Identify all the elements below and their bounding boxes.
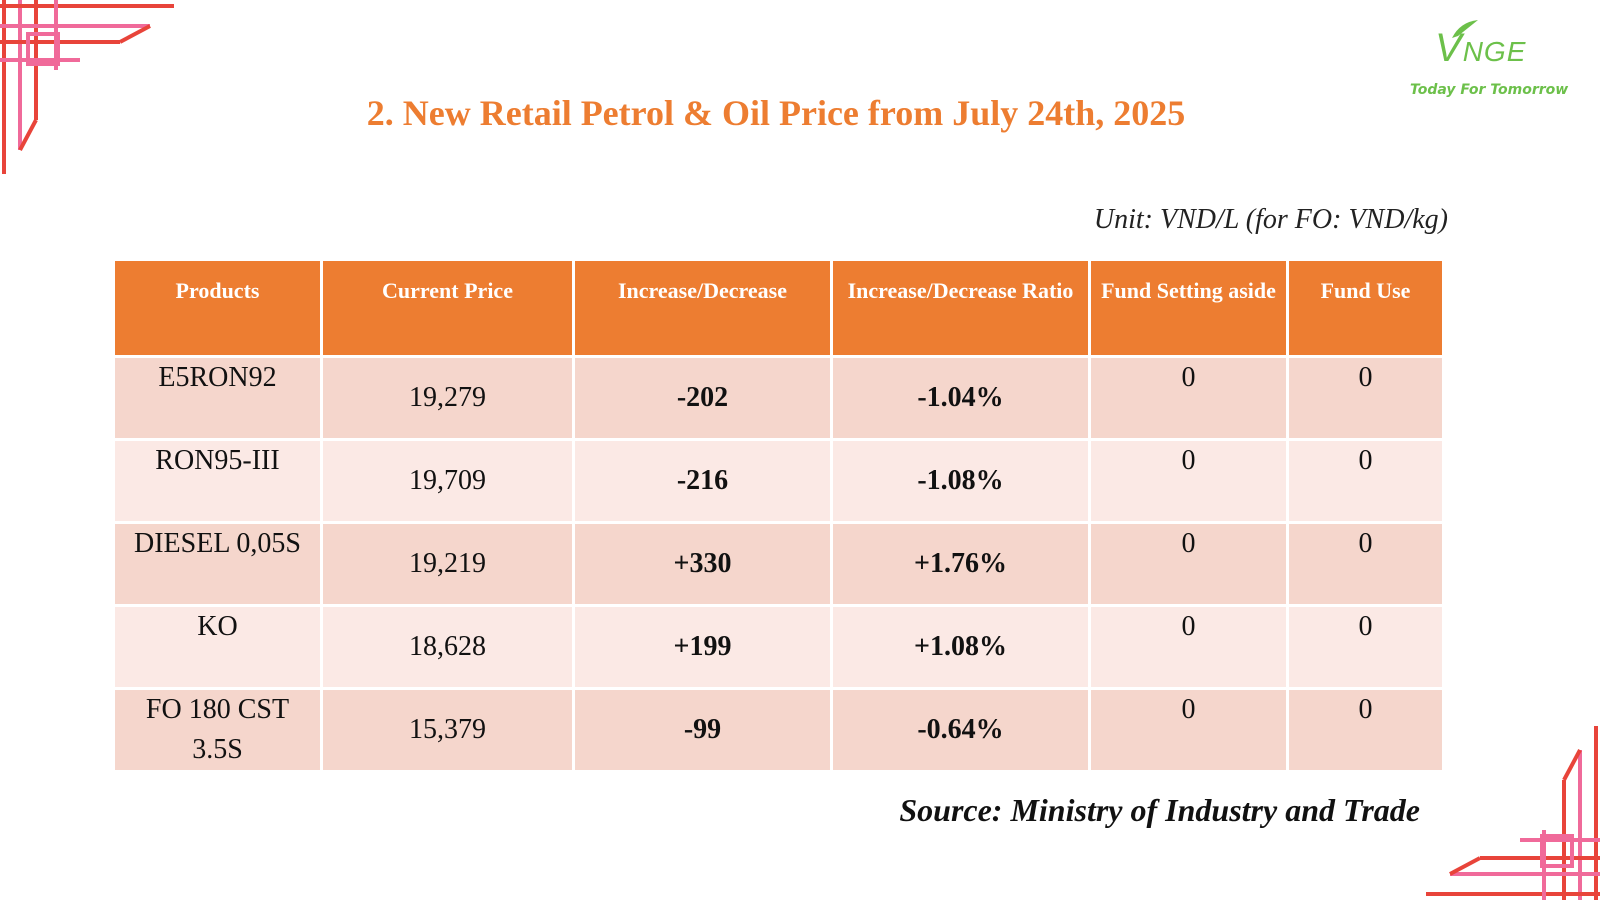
unit-note: Unit: VND/L (for FO: VND/kg) [1093, 204, 1448, 235]
fund-setting-cell: 0 [1088, 521, 1289, 607]
price-table: Products Current Price Increase/Decrease… [112, 258, 1445, 773]
price-cell: 19,709 [320, 438, 575, 524]
product-cell: FO 180 CST 3.5S [112, 687, 323, 773]
corner-ornament-top-left [0, 0, 174, 174]
header-fund-setting-aside: Fund Setting aside [1088, 258, 1289, 358]
ratio-cell: -1.08% [830, 438, 1091, 524]
ratio-cell: -1.04% [830, 355, 1091, 441]
fund-use-cell: 0 [1286, 604, 1445, 690]
corner-ornament-bottom-right [1426, 726, 1600, 900]
fund-setting-cell: 0 [1088, 687, 1289, 773]
table-row: DIESEL 0,05S 19,219 +330 +1.76% 0 0 [112, 521, 1445, 607]
price-cell: 18,628 [320, 604, 575, 690]
header-increase-decrease-ratio: Increase/Decrease Ratio [830, 258, 1091, 358]
vnge-logo: VNGE Today For Tomorrow [1395, 18, 1580, 108]
change-cell: +330 [572, 521, 833, 607]
price-cell: 19,279 [320, 355, 575, 441]
fund-setting-cell: 0 [1088, 604, 1289, 690]
product-cell: E5RON92 [112, 355, 323, 441]
price-cell: 19,219 [320, 521, 575, 607]
fund-use-cell: 0 [1286, 521, 1445, 607]
fund-setting-cell: 0 [1088, 438, 1289, 524]
header-fund-use: Fund Use [1286, 258, 1445, 358]
table-row: RON95-III 19,709 -216 -1.08% 0 0 [112, 438, 1445, 524]
fund-setting-cell: 0 [1088, 355, 1289, 441]
header-increase-decrease: Increase/Decrease [572, 258, 833, 358]
fund-use-cell: 0 [1286, 355, 1445, 441]
logo-tagline: Today For Tomorrow [1410, 82, 1569, 98]
header-current-price: Current Price [320, 258, 575, 358]
change-cell: -216 [572, 438, 833, 524]
table-row: KO 18,628 +199 +1.08% 0 0 [112, 604, 1445, 690]
leaf-icon [1452, 20, 1478, 38]
table-header-row: Products Current Price Increase/Decrease… [112, 258, 1445, 358]
ratio-cell: +1.76% [830, 521, 1091, 607]
fund-use-cell: 0 [1286, 438, 1445, 524]
source-note: Source: Ministry of Industry and Trade [899, 792, 1420, 828]
ratio-cell: -0.64% [830, 687, 1091, 773]
product-cell: DIESEL 0,05S [112, 521, 323, 607]
table-row: E5RON92 19,279 -202 -1.04% 0 0 [112, 355, 1445, 441]
ratio-cell: +1.08% [830, 604, 1091, 690]
page-title: 2. New Retail Petrol & Oil Price from Ju… [366, 93, 1186, 133]
product-cell: RON95-III [112, 438, 323, 524]
change-cell: -202 [572, 355, 833, 441]
price-cell: 15,379 [320, 687, 575, 773]
product-cell: KO [112, 604, 323, 690]
table-row: FO 180 CST 3.5S 15,379 -99 -0.64% 0 0 [112, 687, 1445, 773]
fund-use-cell: 0 [1286, 687, 1445, 773]
change-cell: +199 [572, 604, 833, 690]
logo-wordmark: VNGE [1435, 26, 1527, 70]
header-products: Products [112, 258, 323, 358]
change-cell: -99 [572, 687, 833, 773]
